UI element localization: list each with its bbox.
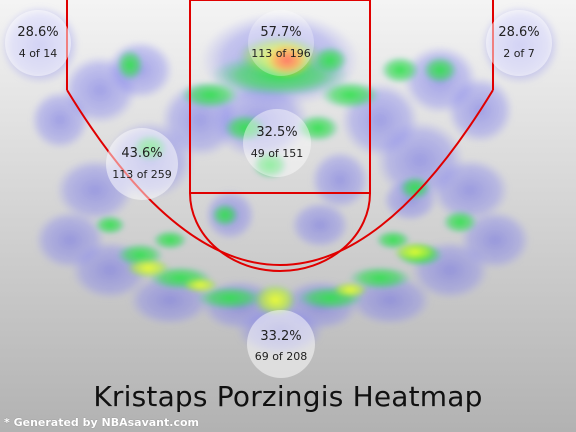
zone-bubble (106, 128, 178, 200)
heat-blob-green (320, 81, 380, 109)
zone-bubble (5, 10, 71, 76)
heat-blob-yellow (253, 284, 297, 316)
heat-blob-green (380, 56, 420, 84)
heat-blob-green (196, 286, 264, 310)
heat-blob-yellow (182, 277, 218, 293)
heat-blob-blue (30, 90, 90, 150)
heat-blob-green (180, 81, 240, 109)
free-throw-arc (189, 192, 371, 272)
heat-blob-green (442, 210, 478, 234)
heat-blob-green (399, 176, 431, 200)
zone-pct: 32.5% (256, 125, 297, 140)
zone-pct: 43.6% (121, 146, 162, 161)
heat-blob-green (296, 114, 340, 142)
heat-blob-yellow (393, 242, 437, 262)
zone-count: 113 of 259 (112, 168, 172, 181)
heat-blob-green (422, 56, 458, 84)
heat-blob-green (152, 230, 188, 250)
heat-blob-green (252, 151, 288, 179)
zone-bubble (486, 10, 552, 76)
heat-blob-green (116, 49, 144, 81)
heat-blob-green (348, 266, 412, 290)
court-lines (66, 0, 494, 272)
heat-blob-yellow (126, 258, 170, 278)
heat-blob-red (263, 42, 311, 78)
zone-bubble (248, 10, 314, 76)
zone-pct: 33.2% (260, 329, 301, 344)
zone-restricted-area: 57.7% 113 of 196 (248, 10, 314, 76)
chart-title: Kristaps Porzingis Heatmap (93, 380, 483, 413)
zone-count: 2 of 7 (503, 47, 535, 60)
heat-blob-blue (310, 150, 370, 210)
zone-bubble (247, 310, 315, 378)
zone-above-the-break-three: 33.2% 69 of 208 (247, 310, 315, 378)
credit-text: * Generated by NBAsavant.com (4, 416, 199, 429)
heat-blob-green (223, 114, 267, 142)
zone-left-corner-three: 28.6% 4 of 14 (5, 10, 71, 76)
heat-blob-yellow (332, 282, 368, 298)
heat-blob-green (211, 203, 239, 227)
zone-left-mid-range: 43.6% 113 of 259 (106, 128, 178, 200)
paint (189, 0, 371, 194)
zone-pct: 28.6% (498, 25, 539, 40)
zone-bubble (243, 109, 311, 177)
heat-hot-layer (126, 36, 437, 316)
zone-right-corner-three: 28.6% 2 of 7 (486, 10, 552, 76)
heat-blob-green (94, 215, 126, 235)
zone-paint-non-restricted: 32.5% 49 of 151 (243, 109, 311, 177)
zone-pct: 57.7% (260, 25, 301, 40)
zone-count: 4 of 14 (19, 47, 58, 60)
zone-count: 113 of 196 (251, 47, 311, 60)
heat-blob-blue (290, 201, 350, 249)
zone-pct: 28.6% (17, 25, 58, 40)
zone-count: 69 of 208 (255, 350, 308, 363)
zone-count: 49 of 151 (251, 147, 304, 160)
zone-bubbles: 28.6% 4 of 14 57.7% 113 of 196 28.6% 2 o… (5, 10, 552, 378)
